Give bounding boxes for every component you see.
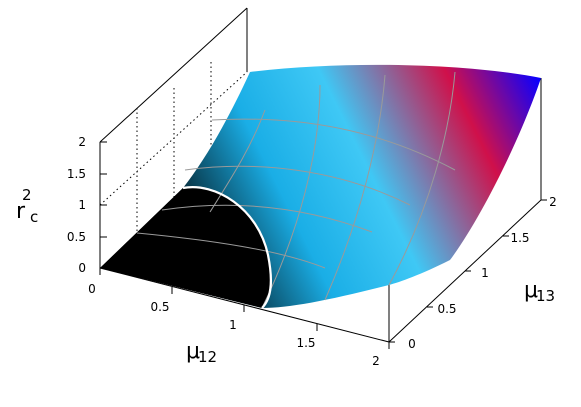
z-tick-3: 1.5 — [67, 167, 86, 181]
grid-line-7 — [324, 74, 386, 301]
y-axis-title-sub: 13 — [536, 287, 555, 305]
frame-back-top — [99, 7, 248, 143]
x-axis-title: μ 12 — [186, 339, 217, 366]
grid-line-8 — [388, 71, 456, 286]
y-axis-title-main: μ — [524, 278, 538, 303]
y-tick-1: 0.5 — [437, 302, 456, 316]
z-axis-title-sub: c — [30, 208, 38, 226]
y-tick-2: 1 — [481, 266, 489, 280]
z-tick-1: 0.5 — [67, 230, 86, 244]
z-axis-title: r 2 c — [16, 186, 38, 226]
grid-line-5 — [209, 109, 266, 213]
x-tick-0: 0 — [88, 282, 96, 296]
grid-line-1 — [136, 232, 326, 269]
surface-grid — [136, 71, 456, 309]
y-axis: 0 0.5 1 1.5 2 — [389, 195, 557, 351]
x-tick-3: 1.5 — [296, 336, 315, 350]
grid-line-3 — [184, 165, 411, 206]
boundary-curve — [182, 186, 273, 309]
z-axis-title-sup: 2 — [22, 186, 32, 204]
z-axis-title-main: r — [16, 199, 26, 224]
z-tick-2: 1 — [78, 198, 86, 212]
y-tick-0: 0 — [408, 337, 416, 351]
x-tick-1: 0.5 — [150, 300, 169, 314]
x-tick-2: 1 — [229, 318, 237, 332]
x-axis-title-main: μ — [186, 339, 200, 364]
x-axis: 0 0.5 1 1.5 2 — [88, 268, 390, 368]
z-tick-0: 0 — [78, 261, 86, 275]
grid-line-2 — [161, 204, 373, 233]
x-axis-title-sub: 12 — [198, 348, 217, 366]
zero-region — [100, 187, 271, 308]
y-tick-3: 1.5 — [510, 231, 529, 245]
grid-line-4 — [211, 118, 456, 171]
z-tick-4: 2 — [78, 135, 86, 149]
guide-4 — [99, 71, 248, 206]
grid-line-6 — [261, 84, 321, 309]
x-tick-4: 2 — [372, 354, 380, 368]
z-axis: 0 0.5 1 1.5 2 — [67, 135, 107, 275]
y-axis-title: μ 13 — [524, 278, 555, 305]
y-tick-4: 2 — [549, 195, 557, 209]
